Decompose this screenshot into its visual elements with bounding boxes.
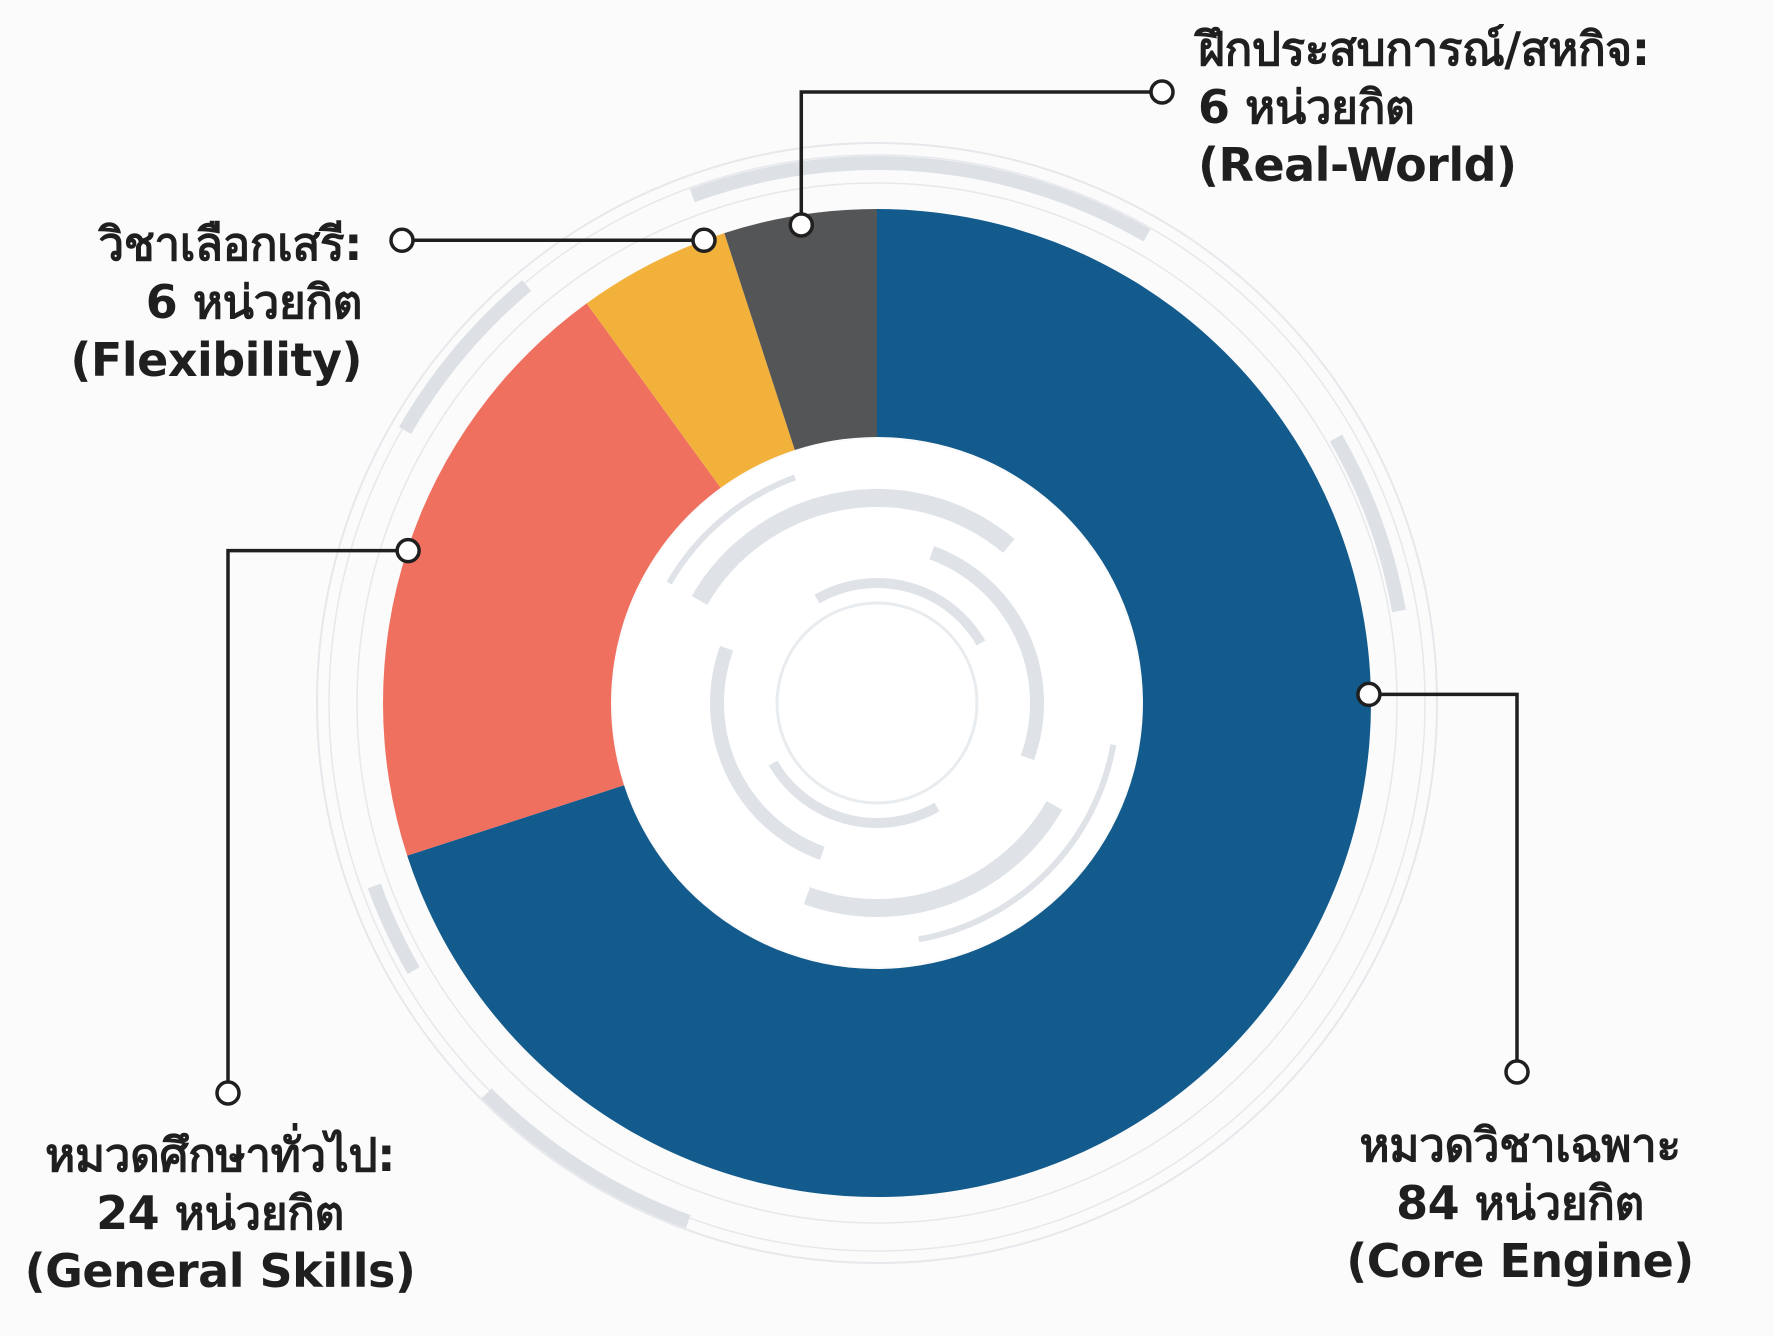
slice-value-real-world: 6 หน่วยกิต (1198, 80, 1415, 134)
label-core-engine: หมวดวิชาเฉพาะ 84 หน่วยกิต (Core Engine) (1300, 1116, 1740, 1290)
hub-ring (775, 601, 979, 805)
decor-ring (328, 154, 1426, 1252)
hub-arc (666, 474, 796, 585)
decor-ring (356, 182, 1398, 1224)
slice-value-flexibility: 6 หน่วยกิต (145, 275, 363, 329)
decor-ring (316, 142, 1438, 1264)
hub-arc (929, 546, 1044, 761)
leader-marker (389, 227, 415, 254)
slice-name-flexibility: วิชาเลือกเสรี: (98, 217, 362, 271)
donut-slice (586, 233, 795, 488)
hub-fill (613, 439, 1141, 967)
leader-line (1368, 692, 1519, 1072)
leader-marker (215, 1080, 241, 1106)
leader-line (799, 90, 1162, 225)
leader-marker (1504, 1059, 1530, 1085)
hub-arc (803, 800, 1063, 917)
decor-arc (1329, 434, 1406, 613)
decor-arc (481, 1088, 691, 1229)
slice-value-core-engine: 84 หน่วยกิต (1396, 1176, 1644, 1230)
leader-marker (1356, 681, 1382, 708)
hub-arc (710, 645, 825, 860)
donut-slice (724, 209, 877, 451)
label-general-skills: หมวดศึกษาทั่วไป: 24 หน่วยกิต (General Sk… (10, 1126, 430, 1300)
slice-note-general-skills: (General Skills) (24, 1244, 416, 1298)
background-decoration (316, 142, 1438, 1264)
slice-value-general-skills: 24 หน่วยกิต (96, 1186, 344, 1240)
decor-arc (398, 280, 532, 435)
leader-marker (395, 537, 421, 564)
leader-marker (1149, 79, 1175, 105)
center-hub-decoration (613, 439, 1141, 967)
slice-name-real-world: ฝึกประสบการณ์/สหกิจ: (1198, 22, 1650, 76)
slice-name-core-engine: หมวดวิชาเฉพาะ (1359, 1118, 1681, 1172)
decor-arc (689, 156, 1151, 242)
donut-slice (407, 209, 1371, 1197)
hub-arc (918, 744, 1117, 943)
hub-arc (814, 578, 986, 646)
slice-note-flexibility: (Flexibility) (70, 333, 362, 387)
label-real-world: ฝึกประสบการณ์/สหกิจ: 6 หน่วยกิต (Real-Wo… (1198, 20, 1650, 194)
leader-marker (691, 227, 717, 254)
slice-note-real-world: (Real-World) (1198, 138, 1517, 192)
hub-arc (768, 760, 940, 828)
slice-note-core-engine: (Core Engine) (1346, 1234, 1694, 1288)
label-flexibility: วิชาเลือกเสรี: 6 หน่วยกิต (Flexibility) (70, 215, 362, 389)
hub-arc (691, 489, 1015, 606)
leader-line (226, 548, 409, 1093)
decor-arc (367, 883, 420, 974)
donut-slice (382, 303, 721, 856)
leader-lines (215, 79, 1530, 1106)
leader-marker (788, 212, 815, 238)
donut-slices (382, 209, 1371, 1197)
slice-name-general-skills: หมวดศึกษาทั่วไป: (45, 1128, 395, 1182)
